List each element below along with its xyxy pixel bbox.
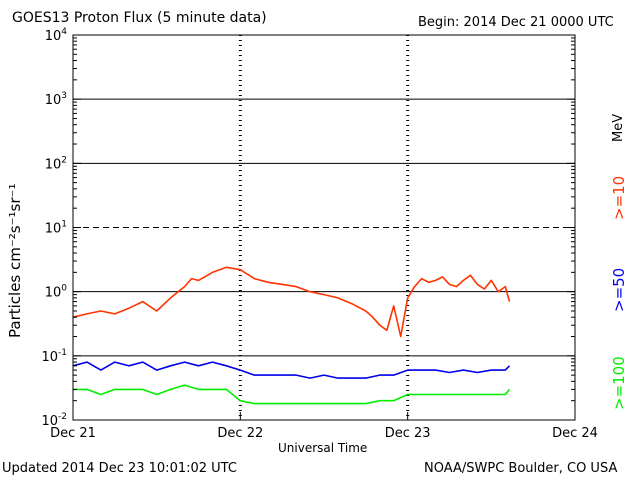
legend-unit: MeV xyxy=(611,113,626,142)
series-line-1 xyxy=(72,361,511,379)
x-axis-label: Universal Time xyxy=(278,441,368,455)
x-tick-label: Dec 21 xyxy=(50,426,96,441)
axis-layer xyxy=(72,34,576,421)
y-tick-label: 100 xyxy=(45,284,68,301)
series-layer xyxy=(72,266,511,405)
label-layer: 10-2 10-1 100 101 102 103 104 Dec 21 Dec 22 Dec 2… xyxy=(41,27,597,441)
grid-layer xyxy=(73,35,575,420)
x-tick-label: Dec 22 xyxy=(217,426,263,441)
x-tick-label: Dec 24 xyxy=(552,426,598,441)
y-tick-label: 103 xyxy=(45,91,67,108)
updated-timestamp: Updated 2014 Dec 23 10:01:02 UTC xyxy=(2,461,237,476)
y-axis-label: Particles cm⁻²s⁻¹sr⁻¹ xyxy=(6,183,24,338)
y-tick-label: 101 xyxy=(45,220,67,237)
credit-label: NOAA/SWPC Boulder, CO USA xyxy=(424,461,618,476)
legend-ge10: >=10 xyxy=(610,175,628,220)
y-tick-label: 10-2 xyxy=(41,412,67,429)
chart-title: GOES13 Proton Flux (5 minute data) xyxy=(12,10,267,26)
y-tick-label: 10-1 xyxy=(41,348,67,365)
legend-ge50: >=50 xyxy=(610,267,628,312)
x-tick-label: Dec 23 xyxy=(385,426,431,441)
y-tick-label: 104 xyxy=(45,27,68,44)
begin-label: Begin: 2014 Dec 21 0000 UTC xyxy=(418,15,614,30)
series-line-0 xyxy=(72,266,511,338)
y-tick-label: 102 xyxy=(45,155,67,172)
legend-ge100: >=100 xyxy=(610,356,628,410)
series-line-2 xyxy=(73,384,511,405)
